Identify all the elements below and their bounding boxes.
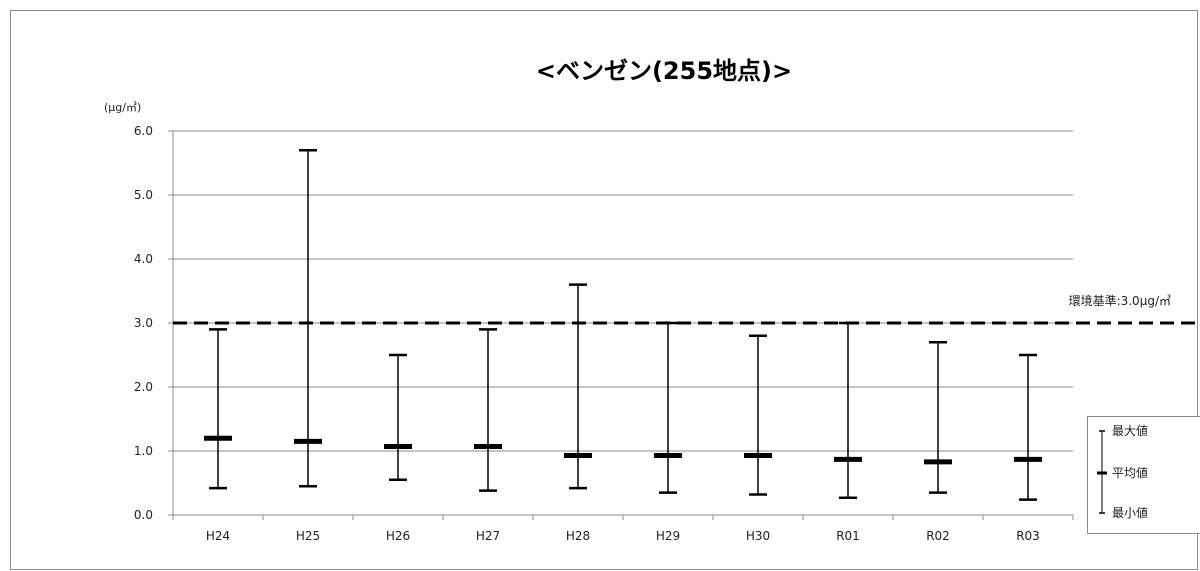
y-tick-label: 5.0 (134, 188, 153, 202)
x-tick-label: H24 (206, 529, 230, 543)
x-tick-labels: H24 H25 H26 H27 H28 H29 H30 R01 R02 R03 (206, 529, 1040, 543)
x-tick-label: H27 (476, 529, 500, 543)
y-tick-label: 4.0 (134, 252, 153, 266)
x-tick-label: H29 (656, 529, 680, 543)
legend-svg: 最大値 平均値 最小値 (1097, 423, 1148, 520)
legend: 最大値 平均値 最小値 (1087, 416, 1200, 534)
x-tick-label: H25 (296, 529, 320, 543)
y-tick-label: 3.0 (134, 316, 153, 330)
x-tick-label: H30 (746, 529, 770, 543)
x-tick-label: H26 (386, 529, 410, 543)
environmental-standard-label: 環境基準:3.0µg/㎥ (1069, 293, 1171, 308)
chart-frame: <ベンゼン(255地点)> (µg/㎥) 0.0 1.0 2.0 3.0 4.0 5.0 6… (10, 10, 1200, 570)
y-axis-unit: (µg/㎥) (104, 101, 141, 114)
x-tick-label: R01 (836, 529, 860, 543)
chart-title: <ベンゼン(255地点)> (536, 57, 792, 85)
legend-label-max: 最大値 (1112, 423, 1148, 438)
x-tick-label: H28 (566, 529, 590, 543)
legend-label-min: 最小値 (1112, 505, 1148, 520)
y-tick-labels: 0.0 1.0 2.0 3.0 4.0 5.0 6.0 (134, 124, 153, 522)
x-tick-label: R02 (926, 529, 950, 543)
reference-line-group: 環境基準:3.0µg/㎥ (173, 293, 1197, 325)
y-tick-label: 1.0 (134, 444, 153, 458)
x-tick-label: R03 (1016, 529, 1040, 543)
y-tick-label: 6.0 (134, 124, 153, 138)
range-bars (204, 148, 1042, 501)
chart-area: <ベンゼン(255地点)> (µg/㎥) 0.0 1.0 2.0 3.0 4.0 5.0 6… (104, 57, 1197, 543)
y-tick-label: 0.0 (134, 508, 153, 522)
y-tick-label: 2.0 (134, 380, 153, 394)
legend-label-mean: 平均値 (1112, 465, 1148, 480)
